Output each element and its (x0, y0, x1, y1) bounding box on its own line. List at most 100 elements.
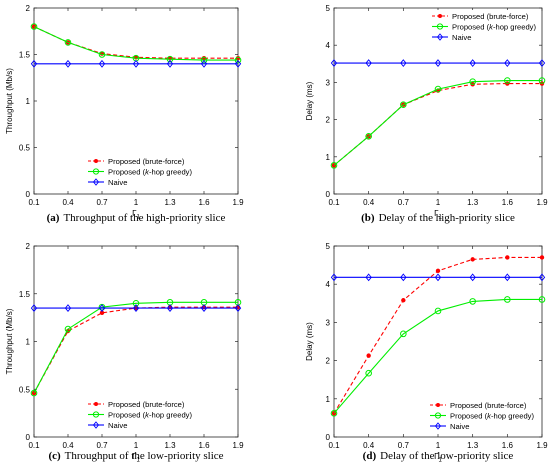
caption-tag: (a) (47, 212, 60, 224)
data-point (504, 296, 511, 303)
legend-entry-part: -hop greedy) (491, 411, 535, 420)
x-tick-label: 1.6 (502, 441, 514, 450)
legend-marker (436, 33, 444, 41)
legend-entry: Naive (452, 33, 471, 42)
data-point (538, 59, 546, 67)
data-point (400, 273, 407, 282)
series-line-1 (33, 306, 238, 394)
x-axis-label-subscript: 1 (439, 458, 443, 464)
legend-marker (92, 168, 100, 175)
y-tick-label: 1 (326, 395, 331, 404)
legend-marker (436, 23, 444, 30)
subfigure-caption: (c) Throughput of the low-priority slice (48, 450, 223, 462)
y-tick-label: 1 (26, 338, 31, 347)
x-tick-label: 1.6 (198, 198, 210, 207)
y-tick-label: 2 (26, 242, 31, 251)
data-point (435, 268, 441, 274)
data-point (434, 273, 442, 282)
data-point (365, 59, 372, 67)
legend-entry-part: k (145, 410, 150, 419)
y-axis-label: Delay (ms) (305, 322, 314, 361)
data-point (64, 39, 72, 46)
y-axis-label: Delay (ms) (305, 81, 314, 120)
x-tick-label: 1.3 (467, 198, 479, 207)
y-tick-label: 0 (326, 433, 331, 442)
data-point (200, 59, 208, 68)
x-tick-label: 0.4 (62, 198, 74, 207)
y-tick-label: 4 (326, 41, 331, 50)
legend-entry: Proposed (brute-force) (450, 401, 527, 410)
x-tick-label: 1.9 (536, 441, 548, 450)
x-tick-label: 1 (436, 198, 441, 207)
x-tick-label: 0.7 (398, 198, 410, 207)
x-tick-label: 0.7 (96, 441, 108, 450)
x-tick-label: 1 (134, 441, 139, 450)
legend-entry: Naive (108, 178, 127, 187)
data-point (538, 296, 546, 303)
caption-text: Delay of the high-priority slice (379, 212, 515, 224)
data-point (504, 59, 511, 67)
y-tick-label: 2 (326, 357, 331, 366)
data-point (400, 59, 407, 67)
series-line-2 (33, 301, 238, 394)
x-tick-label: 0.1 (28, 198, 40, 207)
data-point (234, 56, 242, 64)
data-point (200, 304, 208, 312)
y-tick-label: 0.5 (19, 385, 31, 394)
legend-entry: Proposed (k-hop greedy) (108, 410, 192, 419)
data-point (469, 273, 476, 282)
data-point (30, 59, 38, 68)
data-point (365, 273, 372, 282)
legend-marker (92, 178, 100, 186)
data-point (200, 56, 208, 64)
data-point (538, 273, 546, 282)
x-tick-label: 0.7 (96, 198, 108, 207)
data-point (30, 389, 38, 397)
legend-marker (94, 159, 98, 163)
data-point (469, 298, 476, 305)
x-axis-label-subscript: 1 (137, 215, 141, 221)
legend-entry: Proposed (brute-force) (452, 12, 529, 21)
x-axis-label: Γ1 (132, 209, 140, 221)
subfigure-caption: (d) Delay of the low-priority slice (363, 450, 514, 462)
legend-entry-part: k (489, 22, 494, 31)
y-tick-label: 3 (326, 78, 331, 87)
legend-entry-part: Proposed ( (108, 167, 146, 176)
y-tick-label: 2 (326, 116, 331, 125)
y-tick-label: 0 (26, 433, 31, 442)
x-tick-label: 1.3 (164, 198, 176, 207)
x-tick-label: 0.7 (398, 441, 410, 450)
x-axis-label-main: Γ (132, 209, 137, 218)
legend-entry: Naive (450, 422, 469, 431)
data-point (132, 59, 140, 68)
legend-entry-part: k (487, 411, 492, 420)
x-tick-label: 1 (436, 441, 441, 450)
caption-tag: (d) (363, 450, 377, 462)
legend-entry: Proposed (brute-force) (108, 400, 185, 409)
data-point (400, 101, 407, 109)
legend-entry: Naive (108, 421, 127, 430)
y-tick-label: 2 (26, 4, 31, 13)
x-tick-label: 1.9 (536, 198, 548, 207)
legend-entry-part: Proposed ( (452, 22, 490, 31)
legend: Proposed (brute-force)Proposed (k-hop gr… (426, 399, 538, 432)
legend-entry-part: -hop greedy) (149, 167, 193, 176)
data-point (434, 307, 442, 315)
data-point (469, 78, 476, 85)
data-point (234, 304, 242, 312)
legend-marker (434, 412, 442, 419)
y-tick-label: 3 (326, 318, 331, 327)
legend: Proposed (brute-force)Proposed (k-hop gr… (84, 398, 196, 431)
data-point (504, 273, 511, 282)
x-axis-label-main: Γ (132, 452, 137, 461)
legend-entry: Proposed (k-hop greedy) (450, 411, 534, 420)
legend-entry-part: Proposed ( (450, 411, 488, 420)
x-tick-label: 1 (134, 198, 139, 207)
legend-marker (438, 14, 442, 18)
y-tick-label: 0.5 (19, 144, 31, 153)
legend-entry-part: -hop greedy) (493, 22, 537, 31)
data-point (64, 304, 72, 312)
y-tick-label: 1 (26, 97, 31, 106)
